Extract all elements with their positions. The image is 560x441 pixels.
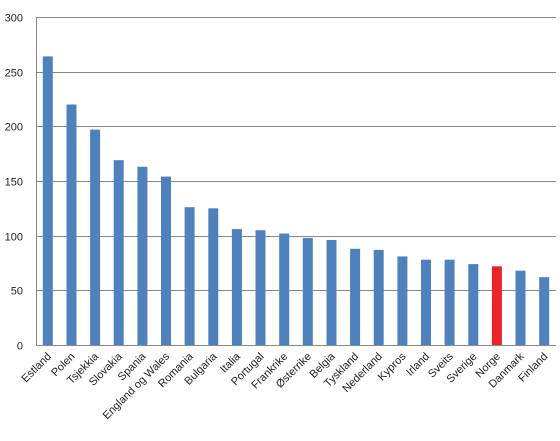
bar-nederland — [373, 249, 384, 345]
y-tick-label: 250 — [5, 68, 23, 80]
bar-spania — [137, 166, 148, 345]
bar-irland — [421, 259, 431, 345]
bar-kypros — [397, 256, 408, 345]
bar-england-og-wales — [161, 176, 171, 345]
y-tick-label: 150 — [5, 177, 23, 189]
bars — [42, 56, 550, 346]
bar-italia — [231, 229, 242, 345]
x-category-label: Estland — [19, 351, 53, 385]
y-tick-label: 50 — [11, 286, 23, 298]
bar-danmark — [515, 270, 526, 345]
y-tick-label: 0 — [17, 341, 23, 353]
bar-sverige — [468, 264, 479, 345]
y-tick-label: 300 — [5, 13, 23, 25]
bar-romania — [184, 207, 195, 345]
bar-norge — [491, 266, 502, 345]
bar-portugal — [255, 230, 266, 345]
y-tick-label: 200 — [5, 122, 23, 134]
x-axis-category-labels: EstlandPolenTsjekkiaSlovakiaSpaniaEnglan… — [19, 350, 550, 422]
bar-tsjekkia — [90, 129, 101, 345]
y-axis-ticks: 0 50 100 150 200 250 300 — [5, 13, 23, 353]
bar-slovakia — [113, 160, 124, 345]
bar-belgia — [326, 240, 337, 345]
bar-frankrike — [279, 233, 290, 345]
bar-østerrike — [302, 237, 313, 345]
y-tick-label: 100 — [5, 232, 23, 244]
bar-estland — [42, 56, 53, 346]
bar-bulgaria — [208, 208, 219, 345]
bar-finland — [539, 277, 550, 345]
bar-polen — [66, 104, 77, 345]
bar-tyskland — [350, 248, 361, 345]
bar-sveits — [444, 259, 455, 345]
